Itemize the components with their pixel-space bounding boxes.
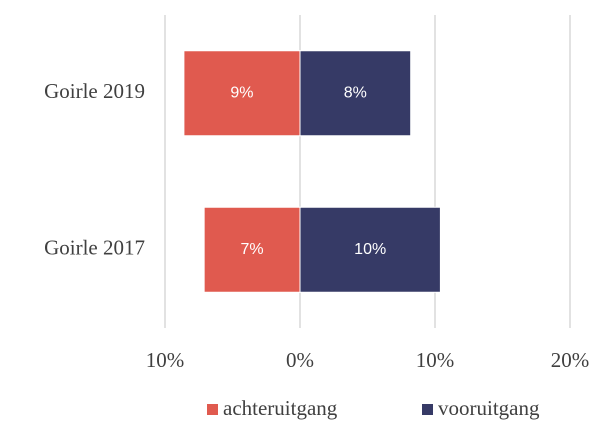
data-label: 7% xyxy=(241,241,264,258)
x-tick-label: 10% xyxy=(146,348,185,372)
x-tick-label: 20% xyxy=(551,348,590,372)
data-label: 9% xyxy=(230,84,253,101)
bar xyxy=(183,50,301,137)
legend-label: vooruitgang xyxy=(438,396,540,420)
x-tick-label: 10% xyxy=(416,348,455,372)
y-tick-label: Goirle 2017 xyxy=(44,236,145,260)
bar xyxy=(203,206,301,293)
legend-swatch xyxy=(422,404,433,415)
legend-label: achteruitgang xyxy=(223,396,338,420)
data-label: 8% xyxy=(344,84,367,101)
legend-swatch xyxy=(207,404,218,415)
y-tick-label: Goirle 2019 xyxy=(44,79,145,103)
bar xyxy=(299,50,412,137)
data-label: 10% xyxy=(354,241,386,258)
bar xyxy=(299,206,441,293)
x-tick-label: 0% xyxy=(286,348,314,372)
